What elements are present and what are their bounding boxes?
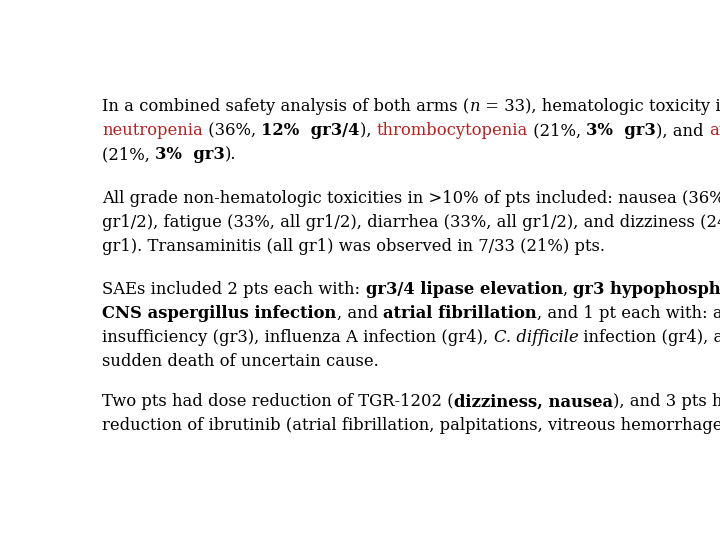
Text: , and 1 pt each with: adrenal: , and 1 pt each with: adrenal <box>537 305 720 322</box>
Text: 12%  gr3/4: 12% gr3/4 <box>261 122 360 139</box>
Text: n: n <box>469 98 480 115</box>
Text: (21%,: (21%, <box>102 146 156 163</box>
Text: thrombocytopenia: thrombocytopenia <box>377 122 528 139</box>
Text: anemia: anemia <box>708 122 720 139</box>
Text: dizziness, nausea: dizziness, nausea <box>454 393 613 410</box>
Text: neutropenia: neutropenia <box>102 122 203 139</box>
Text: C. difficile: C. difficile <box>494 329 578 346</box>
Text: gr3/4 lipase elevation: gr3/4 lipase elevation <box>366 281 563 298</box>
Text: sudden death of uncertain cause.: sudden death of uncertain cause. <box>102 353 379 370</box>
Text: gr1). Transaminitis (all gr1) was observed in 7/33 (21%) pts.: gr1). Transaminitis (all gr1) was observ… <box>102 238 606 255</box>
Text: ), and: ), and <box>656 122 708 139</box>
Text: gr3 hypophosphatemia: gr3 hypophosphatemia <box>573 281 720 298</box>
Text: 3%  gr3: 3% gr3 <box>586 122 656 139</box>
Text: insufficiency (gr3), influenza A infection (gr4),: insufficiency (gr3), influenza A infecti… <box>102 329 494 346</box>
Text: ).: ). <box>225 146 237 163</box>
Text: All grade non-hematologic toxicities in >10% of pts included: nausea (36%, all: All grade non-hematologic toxicities in … <box>102 190 720 206</box>
Text: CNS aspergillus infection: CNS aspergillus infection <box>102 305 337 322</box>
Text: reduction of ibrutinib (atrial fibrillation, palpitations, vitreous hemorrhage).: reduction of ibrutinib (atrial fibrillat… <box>102 417 720 434</box>
Text: , and: , and <box>337 305 383 322</box>
Text: gr1/2), fatigue (33%, all gr1/2), diarrhea (33%, all gr1/2), and dizziness (24%,: gr1/2), fatigue (33%, all gr1/2), diarrh… <box>102 214 720 231</box>
Text: (21%,: (21%, <box>528 122 586 139</box>
Text: SAEs included 2 pts each with:: SAEs included 2 pts each with: <box>102 281 366 298</box>
Text: atrial fibrillation: atrial fibrillation <box>383 305 537 322</box>
Text: (36%,: (36%, <box>203 122 261 139</box>
Text: 3%  gr3: 3% gr3 <box>156 146 225 163</box>
Text: In a combined safety analysis of both arms (: In a combined safety analysis of both ar… <box>102 98 469 115</box>
Text: = 33), hematologic toxicity included: = 33), hematologic toxicity included <box>480 98 720 115</box>
Text: ),: ), <box>360 122 377 139</box>
Text: ), and 3 pts had dose-: ), and 3 pts had dose- <box>613 393 720 410</box>
Text: Two pts had dose reduction of TGR-1202 (: Two pts had dose reduction of TGR-1202 ( <box>102 393 454 410</box>
Text: ,: , <box>563 281 573 298</box>
Text: infection (gr4), and: infection (gr4), and <box>578 329 720 346</box>
